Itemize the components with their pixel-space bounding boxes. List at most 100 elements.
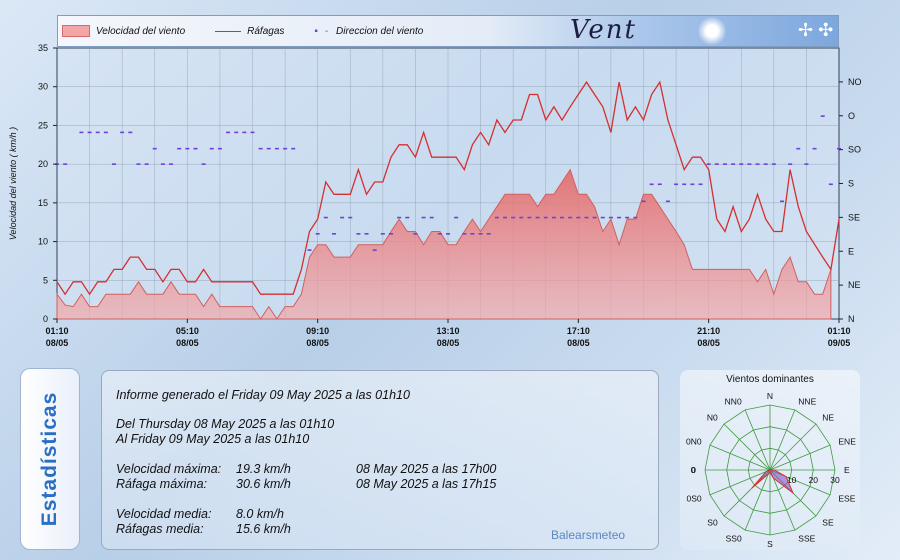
x-tick-label-date: 08/05 [46, 338, 69, 348]
max-gust-value: 30.6 km/h [236, 477, 291, 491]
wind-rose-radial-label: 0 [691, 465, 696, 475]
direction-mark [217, 147, 222, 150]
direction-mark [478, 233, 483, 235]
direction-tick-label: O [848, 111, 855, 121]
direction-mark [307, 249, 312, 251]
direction-mark [771, 163, 776, 165]
chart-banner: Velocidad del viento Ráfagas ▪ - Direcci… [57, 15, 839, 47]
legend-swatch-direction: ▪ - [314, 25, 331, 37]
direction-mark [592, 216, 597, 219]
direction-tick-label: N [848, 314, 855, 324]
direction-mark [641, 200, 646, 203]
max-speed-time: 08 May 2025 a las 17h00 [356, 462, 497, 476]
wind-rose-spoke [744, 409, 771, 471]
stats-tab: Estadísticas [20, 368, 80, 550]
direction-mark [266, 147, 271, 150]
direction-mark [201, 163, 206, 165]
direction-mark [79, 131, 84, 134]
avg-gust-value: 15.6 km/h [236, 522, 291, 536]
direction-mark [779, 200, 784, 203]
direction-mark [535, 216, 540, 219]
direction-mark [625, 216, 630, 219]
wind-rose-spoke [744, 469, 771, 531]
legend-label-speed: Velocidad del viento [96, 25, 186, 37]
y-tick-label: 0 [43, 314, 48, 324]
stats-tab-label: Estadísticas [38, 391, 61, 527]
direction-mark [405, 216, 410, 219]
direction-mark [706, 163, 711, 165]
direction-mark [226, 131, 231, 134]
direction-mark [103, 131, 108, 134]
direction-mark [828, 183, 833, 186]
direction-mark [690, 183, 695, 186]
direction-mark [274, 147, 279, 150]
y-axis-label: Velocidad del viento ( km/h ) [8, 127, 18, 240]
max-speed-label: Velocidad máxima: [116, 462, 222, 476]
wind-rose-chart: Vientos dominantes N NNE NE ENE E ESE SE SSE S SS0… [686, 374, 856, 549]
wind-rose-spoke [769, 469, 796, 531]
direction-mark [454, 216, 459, 219]
wind-turbine-icon: ✢ ✣ [798, 20, 834, 40]
direction-mark [674, 183, 679, 186]
direction-mark [87, 131, 92, 134]
x-tick-label-time: 09:10 [306, 326, 329, 336]
direction-mark [437, 233, 442, 235]
wind-rose-direction-label: E [844, 465, 850, 475]
wind-rose-radial-label: 30 [830, 475, 840, 485]
wind-rose-direction-label: NN0 [725, 397, 742, 407]
direction-mark [551, 216, 556, 219]
x-tick-label-date: 08/05 [306, 338, 329, 348]
legend-item-gusts: Ráfagas [215, 26, 284, 37]
direction-mark [340, 216, 345, 219]
direction-mark [657, 183, 662, 186]
wind-rose-spoke [769, 423, 817, 471]
direction-mark [649, 183, 654, 186]
direction-mark [209, 147, 214, 150]
wind-rose-direction-label: 0N0 [686, 437, 702, 447]
direction-mark [698, 183, 703, 186]
wind-rose-direction-label: S [767, 539, 773, 549]
report-to: Al Friday 09 May 2025 a las 01h10 [116, 432, 310, 446]
direction-mark [600, 216, 605, 219]
direction-mark [519, 216, 524, 219]
avg-gust-label: Ráfagas media: [116, 522, 204, 536]
stats-panel: Informe generado el Friday 09 May 2025 a… [101, 370, 659, 550]
direction-mark [543, 216, 548, 219]
direction-mark [763, 163, 768, 165]
direction-tick-label: E [848, 246, 854, 256]
direction-mark [323, 216, 328, 219]
wind-rose-direction-label: 0S0 [686, 493, 701, 503]
x-tick-label-date: 08/05 [697, 338, 720, 348]
legend-swatch-gusts [215, 30, 242, 32]
direction-mark [503, 216, 508, 219]
y-tick-label: 35 [38, 43, 48, 53]
direction-mark [128, 131, 133, 134]
direction-mark [234, 131, 239, 134]
max-gust-label: Ráfaga máxima: [116, 477, 208, 491]
report-from: Del Thursday 08 May 2025 a las 01h10 [116, 417, 335, 431]
legend-swatch-speed [62, 25, 90, 37]
wind-rose-direction-label: SS0 [726, 533, 742, 543]
x-tick-label-time: 13:10 [436, 326, 459, 336]
direction-mark [152, 147, 157, 150]
report-generated: Informe generado el Friday 09 May 2025 a… [116, 388, 410, 402]
direction-mark [820, 115, 825, 117]
wind-rose-direction-label: 0 [691, 465, 696, 475]
wind-chart: 0 5 10 15 20 25 30 35 Velocidad del viento ( km/… [8, 43, 862, 348]
direction-tick-label: SO [848, 145, 861, 155]
direction-tick-label: S [848, 179, 854, 189]
direction-mark [169, 163, 174, 165]
wind-rose-direction-label: SE [822, 517, 834, 527]
y-tick-label: 25 [38, 120, 48, 130]
direction-mark [682, 183, 687, 186]
direction-mark [511, 216, 516, 219]
direction-mark [486, 233, 491, 235]
x-tick-label-date: 08/05 [437, 338, 460, 348]
direction-mark [584, 216, 589, 219]
wind-rose-spoke [769, 444, 831, 471]
direction-mark [193, 147, 198, 150]
legend-label-gusts: Ráfagas [247, 25, 285, 37]
direction-mark [397, 216, 402, 219]
wind-rose-spoke [709, 469, 771, 496]
wind-rose-spoke [723, 423, 771, 471]
